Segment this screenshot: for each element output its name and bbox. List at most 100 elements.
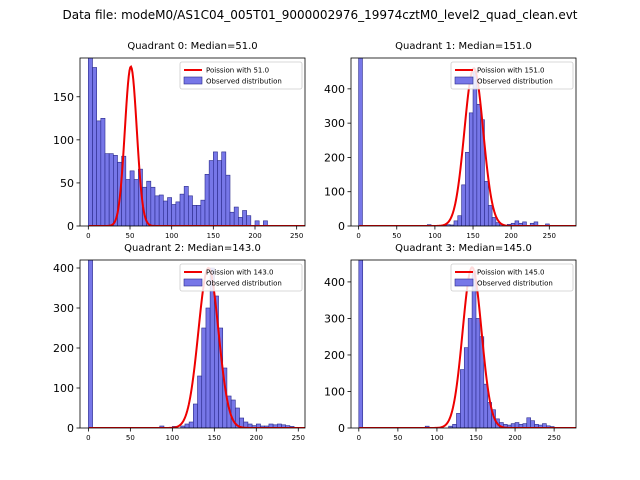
- histogram-bar: [475, 318, 481, 428]
- histogram-bar: [205, 307, 211, 428]
- poisson-curve: [89, 64, 305, 226]
- y-tick-label: 400: [324, 83, 345, 96]
- histogram-bar: [233, 206, 239, 226]
- histogram-bar: [88, 260, 93, 428]
- x-tick-label: 50: [392, 232, 401, 240]
- histogram-bar: [487, 205, 493, 226]
- y-tick-label: 200: [324, 151, 345, 164]
- histogram-bar: [150, 186, 156, 226]
- histogram-bar: [208, 160, 214, 226]
- panel-quadrant-0: Quadrant 0: Median=51.0 0 50 100 150 200 250 0 5…: [53, 41, 306, 240]
- histogram-bar: [92, 67, 97, 226]
- legend-line-label: Poission with 143.0: [206, 269, 274, 277]
- histogram-bar: [217, 160, 222, 226]
- x-tick-label: 200: [504, 232, 517, 240]
- histogram-bar: [225, 174, 231, 226]
- y-tick-label: 300: [53, 302, 74, 315]
- y-tick-label: 400: [53, 262, 74, 275]
- panel-quadrant-3: Quadrant 3: Median=145.0 0 50 100 150 200 250 0…: [324, 243, 577, 442]
- histogram-bar: [125, 179, 131, 226]
- histogram-bar: [193, 403, 198, 428]
- histogram-bar: [471, 270, 477, 428]
- x-tick-label: 200: [248, 232, 261, 240]
- y-tick-label: 0: [67, 220, 74, 233]
- figure-suptitle: Data file: modeM0/AS1C04_005T01_90000029…: [62, 8, 578, 22]
- panel-title: Quadrant 0: Median=51.0: [127, 41, 257, 52]
- legend: Poission with 51.0 Observed distribution: [179, 61, 303, 90]
- histogram-bar: [184, 423, 190, 428]
- histogram-bar: [196, 205, 202, 226]
- x-tick-label: 250: [292, 434, 305, 442]
- legend-box: [450, 263, 574, 292]
- bar-group: [358, 260, 555, 428]
- x-tick-label: 200: [250, 434, 263, 442]
- histogram-bar: [96, 120, 102, 226]
- y-tick-label: 150: [53, 91, 74, 104]
- legend-bar-label: Observed distribution: [477, 280, 553, 288]
- y-tick-label: 200: [53, 342, 74, 355]
- legend-bar-swatch: [183, 278, 203, 287]
- histogram-bar: [242, 210, 247, 226]
- x-tick-label: 0: [86, 434, 90, 442]
- y-tick-label: 300: [324, 117, 345, 130]
- y-tick-label: 400: [324, 276, 345, 289]
- histogram-bar: [491, 217, 497, 226]
- x-tick-label: 250: [547, 434, 560, 442]
- histogram-bar: [221, 151, 227, 226]
- histogram-bar: [530, 420, 535, 428]
- histogram-bar: [100, 118, 106, 226]
- histogram-bar: [188, 421, 194, 428]
- histogram-bar: [104, 153, 110, 226]
- histogram-bar: [483, 383, 489, 428]
- y-tick-label: 50: [60, 177, 74, 190]
- histogram-bar: [171, 204, 177, 226]
- y-tick-label: 0: [338, 220, 345, 233]
- histogram-bar: [197, 375, 203, 428]
- x-tick-label: 50: [126, 232, 135, 240]
- axes-frame: [350, 57, 577, 227]
- axes-frame: [79, 57, 306, 227]
- histogram-bar: [192, 205, 197, 226]
- y-tick-label: 0: [67, 422, 74, 435]
- histogram-bar: [133, 179, 139, 226]
- legend-line-label: Poission with 51.0: [206, 67, 269, 75]
- histogram-bar: [179, 193, 185, 226]
- histogram-bar: [146, 180, 152, 226]
- histogram-bar: [468, 112, 474, 226]
- histogram-bar: [238, 217, 243, 226]
- y-tick-label: 0: [338, 422, 345, 435]
- x-tick-label: 150: [469, 434, 482, 442]
- histogram-bar: [453, 220, 459, 226]
- poisson-curve: [89, 266, 305, 428]
- x-tick-label: 50: [126, 434, 135, 442]
- x-tick-label: 0: [356, 232, 360, 240]
- histogram-bar: [484, 181, 489, 226]
- histogram-bar: [167, 197, 172, 226]
- histogram-bar: [246, 215, 252, 226]
- panel-title: Quadrant 1: Median=151.0: [395, 41, 532, 52]
- x-tick-label: 100: [166, 434, 179, 442]
- histogram-bar: [108, 153, 114, 226]
- bar-group: [88, 260, 295, 428]
- axes-frame: [350, 259, 577, 429]
- legend-line-label: Poission with 151.0: [477, 67, 545, 75]
- histogram-bar: [204, 174, 210, 226]
- legend-bar-label: Observed distribution: [477, 78, 553, 86]
- histogram-bar: [213, 151, 218, 226]
- y-tick-label: 100: [53, 134, 74, 147]
- legend: Poission with 143.0 Observed distribution: [179, 263, 303, 292]
- x-tick-label: 150: [208, 434, 221, 442]
- histogram-bar: [456, 413, 461, 428]
- x-tick-label: 50: [393, 434, 402, 442]
- x-tick-label: 250: [543, 232, 556, 240]
- x-tick-label: 100: [430, 434, 443, 442]
- x-tick-label: 250: [290, 232, 303, 240]
- histogram-bar: [154, 195, 160, 226]
- histogram-bar: [460, 369, 465, 428]
- histogram-bar: [129, 170, 135, 226]
- panel-quadrant-2: Quadrant 2: Median=143.0 0 50 100 150 200 250 0…: [53, 243, 306, 442]
- legend-bar-swatch: [183, 76, 203, 85]
- panel-quadrant-1: Quadrant 1: Median=151.0 0 50 100 150 200 250 0…: [324, 41, 577, 240]
- poisson-curve: [359, 67, 576, 226]
